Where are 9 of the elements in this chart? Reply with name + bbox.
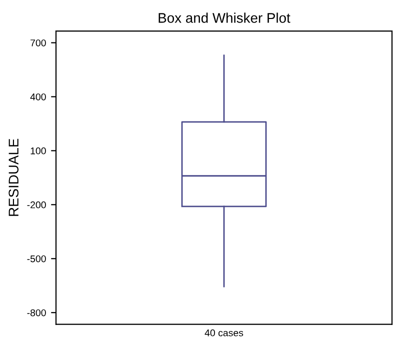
chart-title: Box and Whisker Plot (158, 12, 290, 23)
y-tick-label: -800 (27, 309, 46, 316)
y-tick-label: 400 (30, 93, 46, 100)
x-tick-label: 40 cases (204, 329, 244, 336)
y-tick-label: -500 (27, 255, 46, 262)
y-axis-title: RESIDUALE (8, 138, 19, 216)
y-tick-label: 100 (30, 147, 46, 154)
y-tick-label: 700 (30, 39, 46, 46)
y-tick-label: -200 (27, 201, 46, 208)
